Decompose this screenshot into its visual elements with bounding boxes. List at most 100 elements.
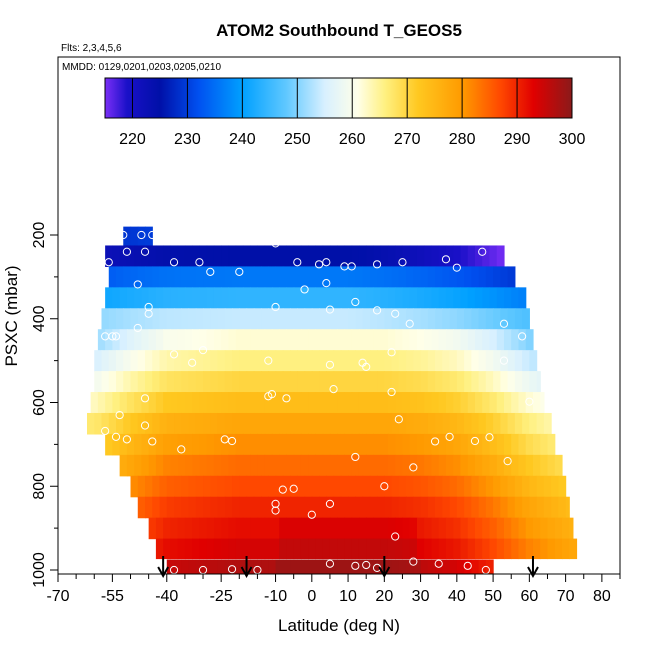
heatmap-cell bbox=[137, 475, 146, 498]
heatmap-cell bbox=[471, 371, 480, 393]
heatmap-cell bbox=[221, 517, 230, 540]
heatmap-cell bbox=[152, 371, 161, 393]
heatmap-cell bbox=[413, 350, 422, 372]
heatmap-cell bbox=[500, 266, 509, 288]
heatmap-cell bbox=[239, 559, 248, 574]
heatmap-cell bbox=[387, 245, 396, 268]
observation-point bbox=[133, 280, 142, 289]
heatmap-cell bbox=[355, 266, 364, 288]
x-axis: -70 -55 -40 -25 -10 0 10 20 30 40 50 60 70 80 bbox=[46, 574, 621, 605]
heatmap-cell bbox=[242, 392, 251, 414]
x-tick-label: 60 bbox=[520, 588, 538, 605]
heatmap-cell bbox=[348, 308, 356, 330]
heatmap-cell bbox=[123, 226, 132, 247]
heatmap-cell bbox=[478, 559, 487, 574]
heatmap-cell bbox=[290, 412, 298, 435]
heatmap-cell bbox=[221, 287, 230, 309]
heatmap-cell bbox=[344, 329, 353, 351]
heatmap-cell bbox=[369, 308, 378, 330]
heatmap-cell bbox=[416, 245, 425, 268]
heatmap-cell bbox=[145, 475, 153, 498]
heatmap-cell bbox=[101, 308, 110, 330]
heatmap-cell bbox=[253, 496, 262, 519]
heatmap-cell bbox=[493, 412, 501, 435]
heatmap-cell bbox=[286, 517, 295, 540]
heatmap-cell bbox=[529, 350, 538, 372]
heatmap-cell bbox=[300, 433, 309, 456]
heatmap-cell bbox=[493, 475, 501, 498]
heatmap-cell bbox=[123, 350, 132, 372]
heatmap-cell bbox=[474, 433, 483, 456]
heatmap-cell bbox=[116, 266, 124, 288]
heatmap-cell bbox=[500, 475, 509, 498]
heatmap-cell bbox=[424, 538, 433, 560]
heatmap-cell bbox=[159, 350, 168, 372]
heatmap-cell bbox=[453, 433, 462, 456]
heatmap-cell bbox=[253, 475, 262, 498]
heatmap-cell bbox=[322, 329, 331, 351]
heatmap-cell bbox=[340, 475, 349, 498]
heatmap-cell bbox=[554, 517, 563, 540]
heatmap-cell bbox=[424, 245, 433, 268]
heatmap-cell bbox=[496, 454, 505, 477]
heatmap-cell bbox=[424, 287, 433, 309]
heatmap-cell bbox=[478, 350, 487, 372]
observation-point bbox=[362, 560, 371, 570]
heatmap-cell bbox=[239, 371, 248, 393]
heatmap-cell bbox=[322, 245, 331, 268]
heatmap-cell bbox=[308, 287, 317, 309]
heatmap-cell bbox=[333, 496, 342, 519]
heatmap-cell bbox=[373, 287, 382, 309]
heatmap-cell bbox=[293, 433, 302, 456]
observation-point bbox=[409, 557, 418, 566]
heatmap-cell bbox=[311, 266, 320, 288]
observation-point bbox=[101, 426, 110, 436]
heatmap-cell bbox=[453, 329, 462, 351]
heatmap-cell bbox=[304, 559, 313, 574]
heatmap-cell bbox=[228, 329, 237, 351]
heatmap-cell bbox=[416, 433, 425, 456]
heatmap-cell bbox=[431, 287, 440, 309]
heatmap-cell bbox=[257, 392, 266, 414]
heatmap-cell bbox=[210, 266, 219, 288]
heatmap-cell bbox=[569, 538, 578, 560]
heatmap-cell bbox=[373, 329, 382, 351]
heatmap-cell bbox=[377, 350, 385, 372]
heatmap-cell bbox=[358, 245, 367, 268]
heatmap-cell bbox=[543, 496, 552, 519]
heatmap-cell bbox=[435, 475, 443, 498]
heatmap-cell bbox=[420, 371, 429, 393]
heatmap-cell bbox=[536, 496, 545, 519]
heatmap-cell bbox=[108, 371, 117, 393]
observation-point bbox=[188, 358, 197, 367]
heatmap-cell bbox=[442, 350, 451, 372]
heatmap-cell bbox=[489, 454, 498, 477]
heatmap-cell bbox=[286, 329, 295, 351]
observation-point bbox=[264, 356, 273, 365]
heatmap-cell bbox=[145, 266, 153, 288]
observation-point bbox=[140, 247, 150, 256]
heatmap-cell bbox=[239, 350, 248, 372]
heatmap-cell bbox=[384, 559, 393, 574]
x-tick-label: 80 bbox=[593, 588, 611, 605]
heatmap-cell bbox=[362, 559, 371, 574]
heatmap-cell bbox=[409, 433, 418, 456]
heatmap-cell bbox=[181, 475, 190, 498]
heatmap-cell bbox=[221, 245, 230, 268]
heatmap-cell bbox=[145, 371, 153, 393]
heatmap-cell bbox=[286, 538, 295, 560]
colorbar-ticks: 220 230 240 250 260 270 280 290 300 bbox=[119, 78, 585, 148]
heatmap-cell bbox=[155, 392, 164, 414]
observation-point bbox=[391, 309, 400, 318]
heatmap-cell bbox=[264, 517, 273, 540]
heatmap-cell bbox=[485, 266, 494, 288]
heatmap-cell bbox=[126, 245, 135, 268]
heatmap-cell bbox=[235, 392, 244, 414]
heatmap-cell bbox=[246, 559, 255, 574]
heatmap-cell bbox=[558, 496, 567, 519]
heatmap-cell bbox=[431, 245, 440, 268]
heatmap-cell bbox=[337, 245, 346, 268]
observation-point bbox=[351, 452, 360, 462]
heatmap-cell bbox=[199, 287, 208, 309]
heatmap-cell bbox=[431, 392, 440, 414]
